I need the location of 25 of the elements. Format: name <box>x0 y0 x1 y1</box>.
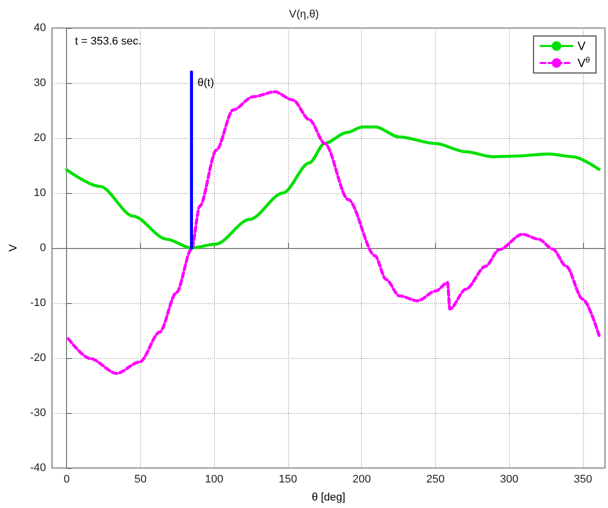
x-tick-label: 100 <box>205 474 224 486</box>
y-tick-label: 10 <box>34 187 46 199</box>
x-axis-title: θ [deg] <box>312 492 346 504</box>
y-tick-label: 30 <box>34 77 46 89</box>
y-tick-label: 20 <box>34 132 46 144</box>
annotation: θ(t) <box>198 77 214 89</box>
x-tick-label: 50 <box>134 474 147 486</box>
legend-label: V <box>578 39 586 53</box>
y-tick-label: -40 <box>30 462 46 474</box>
line-series <box>66 90 601 375</box>
x-tick-label: 0 <box>64 474 70 486</box>
x-tick-label: 200 <box>352 474 371 486</box>
y-tick-label: 0 <box>40 242 46 254</box>
y-tick-label: -20 <box>30 352 46 364</box>
line-series <box>65 126 601 250</box>
y-axis-title: V <box>8 244 20 252</box>
y-tick-label: 40 <box>34 22 46 34</box>
annotation: t = 353.6 sec. <box>75 36 142 48</box>
x-tick-label: 350 <box>574 474 592 486</box>
y-tick-label: -30 <box>30 407 46 419</box>
x-tick-label: 250 <box>426 474 445 486</box>
x-tick-label: 150 <box>278 474 298 486</box>
y-tick-label: -10 <box>30 297 46 309</box>
x-tick-label: 300 <box>500 474 518 486</box>
chart-title: V(η,θ) <box>289 8 319 20</box>
